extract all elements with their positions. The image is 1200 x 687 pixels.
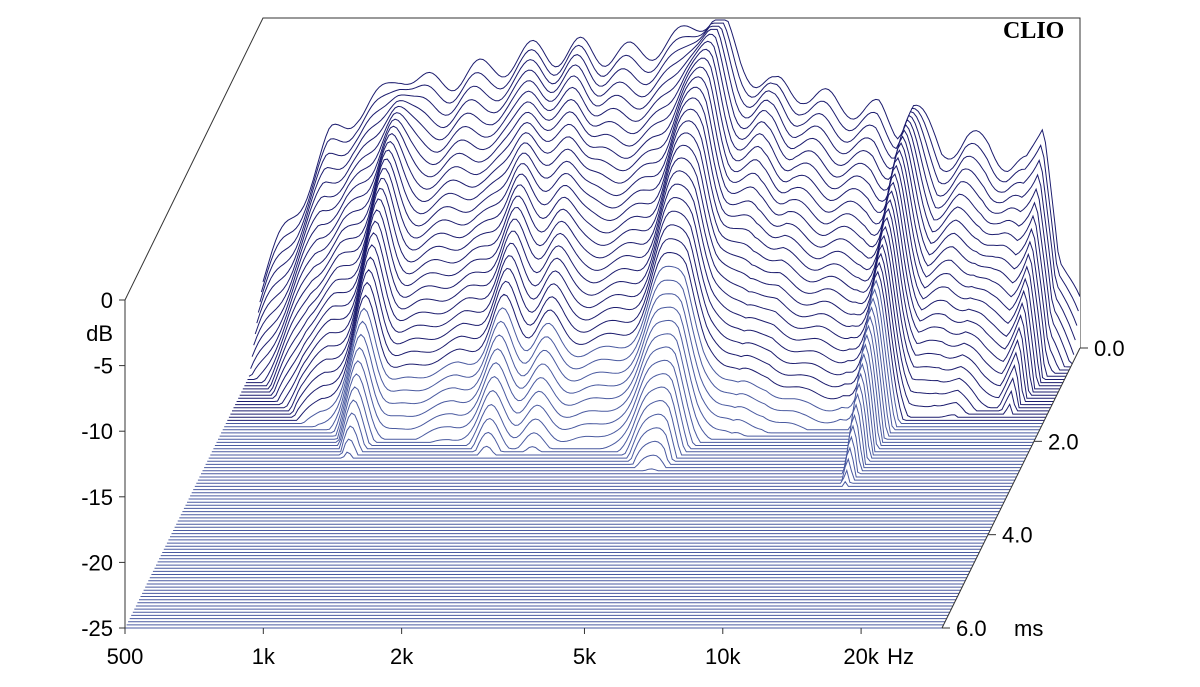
- z-tick-label: 4.0: [1002, 523, 1033, 548]
- slice-fill: [194, 481, 1012, 487]
- slice-line: [259, 25, 1078, 326]
- slice-line: [219, 315, 1037, 437]
- slice-line: [202, 424, 1020, 472]
- slice-fill: [225, 266, 1043, 424]
- y-tick-label: -20: [81, 550, 113, 575]
- slice-line: [194, 480, 1012, 487]
- axes: 0 -5 -10 -15 -20 -25 dB 500 1k 2k 5k 10k 20k Hz 0.0 2.0…: [81, 288, 1124, 669]
- slice-line: [222, 293, 1040, 431]
- frame-outline: [124, 17, 1081, 348]
- slice-line: [244, 108, 1062, 387]
- slice-line: [256, 33, 1075, 355]
- slice-line: [216, 333, 1034, 443]
- slice-line: [232, 210, 1049, 412]
- x-tick-label: 5k: [573, 644, 597, 669]
- x-unit-label: Hz: [887, 644, 914, 669]
- slice-line: [214, 343, 1032, 446]
- slice-fill: [224, 280, 1042, 427]
- y-tick-label: -25: [81, 616, 113, 641]
- brand-label: CLIO: [1003, 18, 1064, 44]
- slice-line: [208, 382, 1026, 459]
- x-tick-label: 500: [107, 644, 144, 669]
- slice-line: [196, 468, 1014, 484]
- z-axis-line: [941, 347, 1081, 629]
- slice-line: [221, 306, 1039, 434]
- slice-line: [262, 19, 1081, 297]
- slice-line: [227, 251, 1045, 421]
- slice-line: [199, 446, 1017, 478]
- z-tick-label: 2.0: [1048, 429, 1079, 454]
- y-tick-label: -10: [81, 419, 113, 444]
- slice-line: [235, 183, 1053, 406]
- slice-line: [233, 197, 1051, 409]
- slice-line: [253, 48, 1071, 368]
- slice-line: [211, 362, 1029, 453]
- slice-line: [250, 66, 1068, 374]
- z-tick-label: 6.0: [956, 616, 987, 641]
- slice-line: [218, 324, 1035, 440]
- slice-line: [207, 392, 1025, 462]
- slice-line: [248, 76, 1066, 377]
- y-tick-label: -15: [81, 485, 113, 510]
- x-tick-label: 1k: [252, 644, 276, 669]
- slice-line: [228, 238, 1046, 418]
- slice-line: [230, 224, 1048, 415]
- slice-line: [204, 413, 1022, 469]
- slice-line: [238, 157, 1056, 399]
- slice-line: [241, 132, 1059, 393]
- y-tick-label: -5: [93, 354, 113, 379]
- slice-fill: [199, 448, 1017, 477]
- y-unit-label: dB: [86, 321, 113, 346]
- slice-line: [197, 457, 1015, 481]
- slice-line: [257, 28, 1076, 341]
- y-tick-label: 0: [101, 288, 113, 313]
- slice-fill: [202, 426, 1020, 471]
- slice-line: [225, 265, 1043, 424]
- slice-fill: [201, 437, 1018, 474]
- z-unit-label: ms: [1014, 616, 1043, 641]
- x-tick-label: 10k: [705, 644, 741, 669]
- slice-line: [201, 435, 1018, 475]
- slice-line: [224, 279, 1042, 428]
- slice-line: [251, 57, 1070, 371]
- slice-line: [210, 372, 1028, 456]
- slice-line: [242, 120, 1060, 390]
- slice-line: [247, 86, 1065, 380]
- x-tick-label: 20k: [843, 644, 879, 669]
- slice-line: [213, 352, 1031, 450]
- decay-slices: [125, 19, 1081, 629]
- slice-line: [239, 144, 1057, 396]
- slice-line: [205, 403, 1023, 465]
- slice-line: [236, 170, 1054, 402]
- slice-fill: [204, 415, 1022, 468]
- x-tick-label: 2k: [390, 644, 414, 669]
- slice-line: [254, 40, 1073, 365]
- slice-line: [260, 22, 1079, 312]
- z-tick-label: 0.0: [1094, 336, 1125, 361]
- slice-line: [245, 97, 1063, 384]
